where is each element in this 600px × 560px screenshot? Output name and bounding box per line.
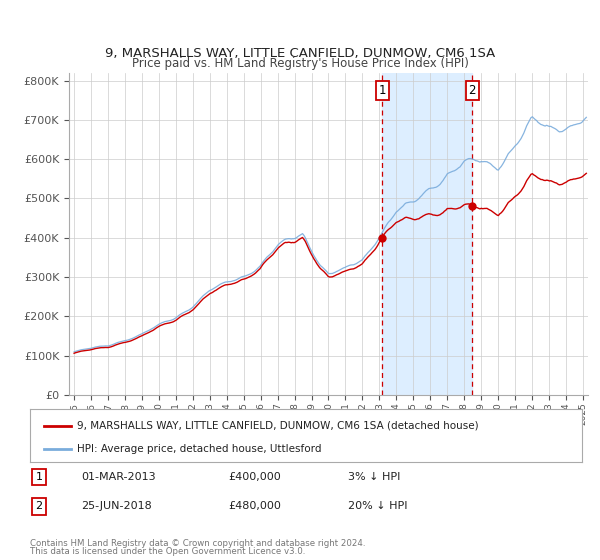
Text: 2: 2	[469, 84, 476, 97]
Text: 2: 2	[35, 501, 43, 511]
Text: 9, MARSHALLS WAY, LITTLE CANFIELD, DUNMOW, CM6 1SA: 9, MARSHALLS WAY, LITTLE CANFIELD, DUNMO…	[105, 47, 495, 60]
Text: £400,000: £400,000	[228, 472, 281, 482]
Text: HPI: Average price, detached house, Uttlesford: HPI: Average price, detached house, Uttl…	[77, 444, 322, 454]
Text: 20% ↓ HPI: 20% ↓ HPI	[348, 501, 407, 511]
Text: 3% ↓ HPI: 3% ↓ HPI	[348, 472, 400, 482]
Text: 25-JUN-2018: 25-JUN-2018	[81, 501, 152, 511]
Text: 1: 1	[35, 472, 43, 482]
Text: 1: 1	[379, 84, 386, 97]
Text: Contains HM Land Registry data © Crown copyright and database right 2024.: Contains HM Land Registry data © Crown c…	[30, 539, 365, 548]
Text: 9, MARSHALLS WAY, LITTLE CANFIELD, DUNMOW, CM6 1SA (detached house): 9, MARSHALLS WAY, LITTLE CANFIELD, DUNMO…	[77, 421, 479, 431]
Text: This data is licensed under the Open Government Licence v3.0.: This data is licensed under the Open Gov…	[30, 548, 305, 557]
Text: £480,000: £480,000	[228, 501, 281, 511]
Bar	[382, 73, 472, 395]
Text: 01-MAR-2013: 01-MAR-2013	[81, 472, 155, 482]
Text: Price paid vs. HM Land Registry's House Price Index (HPI): Price paid vs. HM Land Registry's House …	[131, 57, 469, 70]
